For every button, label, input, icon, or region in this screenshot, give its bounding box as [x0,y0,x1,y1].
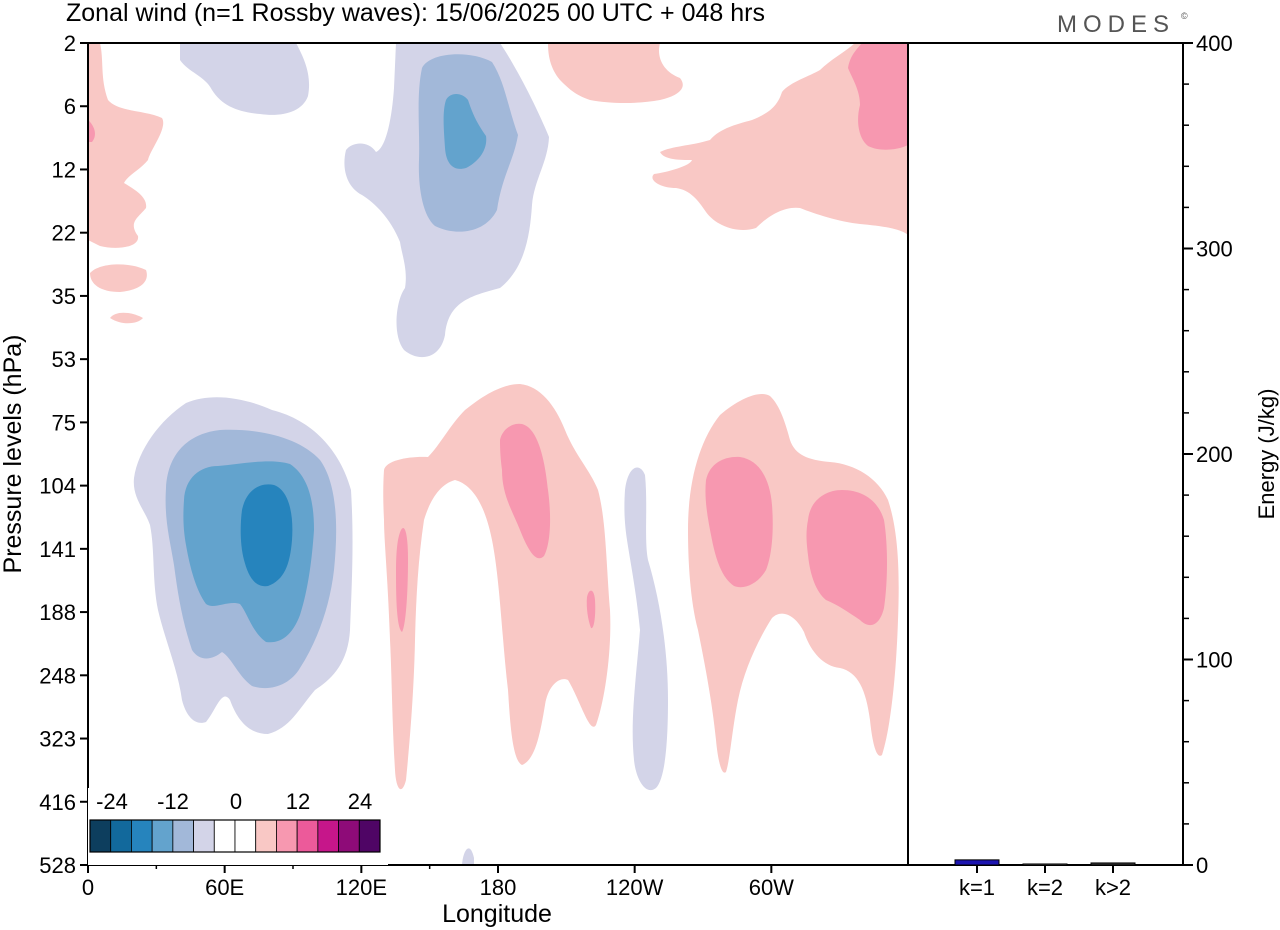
colorbar-labels: -24 -12 0 12 24 [96,789,372,814]
y-tick-label: 528 [39,853,76,878]
y-tick-label: 248 [39,663,76,688]
colorbar-swatch [213,819,236,853]
y-tick-label: 22 [52,221,76,246]
colorbar-label: 0 [230,789,242,814]
energy-bars: k=1 k=2 k>2 [954,859,1136,900]
chart-title: Zonal wind (n=1 Rossby waves): 15/06/202… [66,0,765,27]
y-tick-label: 188 [39,600,76,625]
positive-region [500,423,551,559]
positive-region [806,490,887,626]
positive-region [396,528,408,632]
energy-tick-label: 300 [1196,237,1233,262]
negative-region [462,848,474,865]
x-tick-label: 180 [480,875,517,900]
colorbar-swatch [338,819,360,853]
x-axis-label: Longitude [442,900,552,928]
x-tick-label: 60W [749,875,794,900]
energy-bar [1090,862,1136,866]
colorbar-swatch [172,819,194,853]
positive-region [548,43,683,103]
contour-fields [88,43,908,865]
colorbar-swatch [131,819,153,853]
energy-tick-label: 400 [1196,31,1233,56]
colorbar-swatch [255,819,277,853]
energy-tick-label: 100 [1196,648,1233,673]
colorbar-swatch [276,819,298,853]
colorbar-swatches [89,819,381,853]
positive-region [88,120,95,142]
negative-region [180,43,310,115]
y-tick-label: 141 [39,537,76,562]
x-tick-label: 120E [336,875,387,900]
y-tick-label: 53 [52,347,76,372]
y-axis-left: 2 6 12 22 35 53 75 104 141 188 248 323 416 528 [39,31,88,878]
energy-bar [954,859,1000,866]
colorbar-label: -12 [157,789,189,814]
colorbar-swatch [317,819,339,853]
positive-region [90,264,147,292]
positive-region [383,384,611,790]
positive-region [110,312,143,324]
colorbar-swatch [110,819,132,853]
colorbar-outline [89,819,381,853]
colorbar-swatch [296,819,319,853]
colorbar-swatch [89,819,112,853]
y-tick-label: 12 [52,157,76,182]
positive-region [848,43,908,150]
colorbar-swatch [358,819,381,853]
positive-region [705,456,773,588]
y-axis-label: Pressure levels (hPa) [0,335,27,574]
colorbar: -24 -12 0 12 24 [88,788,388,865]
bar-category-label: k=1 [959,875,995,900]
energy-axis-label: Energy (J/kg) [1254,389,1279,520]
colorbar-label: 24 [348,789,372,814]
y-tick-label: 35 [52,284,76,309]
colorbar-label: 12 [286,789,310,814]
positive-region [586,590,596,629]
y-tick-label: 416 [39,790,76,815]
brand-mark: © [1181,11,1188,21]
colorbar-label: -24 [96,789,128,814]
negative-region [240,484,293,587]
energy-panel-frame [907,42,1184,866]
brand-logo: MODES [1057,11,1175,38]
x-tick-label: 120W [606,875,664,900]
bar-category-label: k=2 [1027,875,1063,900]
colorbar-swatch [234,819,257,853]
y-tick-label: 6 [64,94,76,119]
y-tick-label: 104 [39,474,76,499]
y-tick-label: 323 [39,727,76,752]
negative-region [443,94,487,169]
energy-tick-label: 0 [1196,853,1208,878]
x-tick-label: 60E [205,875,244,900]
bar-category-label: k>2 [1095,875,1131,900]
colorbar-swatch [151,819,174,853]
x-axis: 0 60E 120E 180 120W 60W [82,865,794,900]
energy-tick-label: 200 [1196,442,1233,467]
y-tick-label: 75 [52,410,76,435]
x-tick-label: 0 [82,875,94,900]
y-tick-label: 2 [64,31,76,56]
colorbar-swatch [193,819,215,853]
positive-region [652,43,908,235]
y-axis-right: 0 100 200 300 400 [1183,31,1233,878]
positive-region [88,43,164,248]
negative-region [624,467,668,791]
